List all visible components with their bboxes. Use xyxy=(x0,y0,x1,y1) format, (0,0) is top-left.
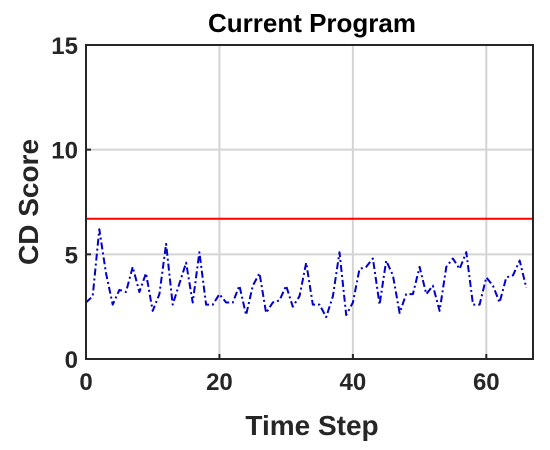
grid-layer xyxy=(85,44,533,360)
x-tick-label: 60 xyxy=(473,369,500,396)
y-tick-label: 10 xyxy=(51,138,78,165)
y-tick-label: 15 xyxy=(51,33,78,60)
chart-title: Current Program xyxy=(208,8,416,38)
series-layer xyxy=(85,217,533,319)
x-tick-label: 40 xyxy=(340,369,367,396)
series-line-0 xyxy=(85,228,528,319)
x-tick-label: 20 xyxy=(206,369,233,396)
y-axis-label: CD Score xyxy=(13,139,44,265)
plot-frame xyxy=(85,44,534,360)
x-tick-label: 0 xyxy=(79,369,92,396)
tick-layer: 0 20 40 60 0 5 10 15 xyxy=(51,33,499,396)
x-axis-label: Time Step xyxy=(245,410,378,441)
y-tick-label: 5 xyxy=(65,242,78,269)
y-tick-label: 0 xyxy=(65,347,78,374)
